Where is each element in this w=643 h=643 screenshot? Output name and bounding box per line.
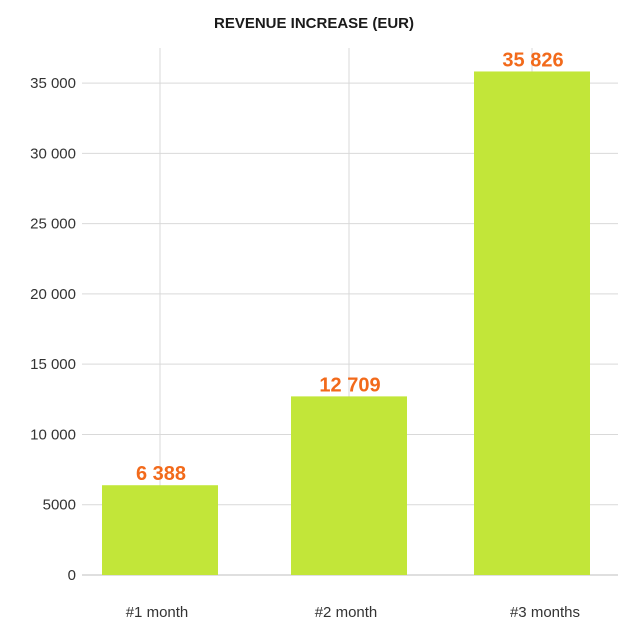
x-tick-label: #1 month [126,604,189,621]
y-tick-label: 25 000 [30,216,76,233]
y-tick-label: 30 000 [30,145,76,162]
y-tick-label: 20 000 [30,286,76,303]
y-tick-label: 0 [68,567,76,584]
y-axis-ticks: 0 5000 10 000 15 000 20 000 25 000 30 000 35 00… [30,75,76,584]
x-tick-label: #3 months [510,604,580,621]
data-label-2: 12 709 [319,374,380,396]
x-tick-label: #2 month [315,604,378,621]
x-axis-ticks: #1 month #2 month #3 months [126,604,580,621]
y-tick-label: 35 000 [30,75,76,92]
y-tick-label: 5000 [43,497,76,514]
y-tick-label: 10 000 [30,426,76,443]
data-labels: 6 388 12 709 35 826 [136,49,564,485]
y-tick-label: 15 000 [30,356,76,373]
bar-3 [474,71,590,575]
data-label-1: 6 388 [136,463,186,485]
bars [102,71,590,575]
data-label-3: 35 826 [502,49,563,71]
bar-1 [102,485,218,575]
bar-2 [291,396,407,575]
chart-title: REVENUE INCREASE (EUR) [214,15,414,32]
